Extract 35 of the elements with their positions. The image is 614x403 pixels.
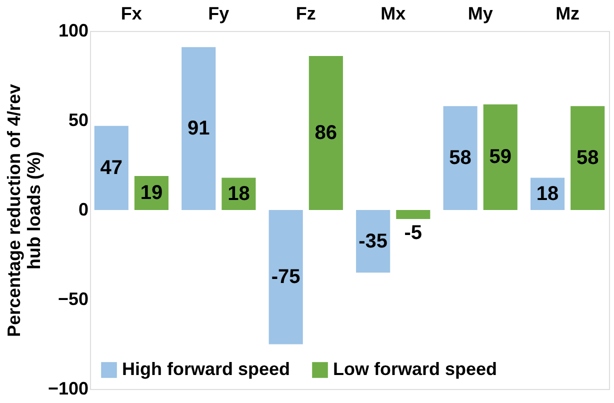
bar — [308, 56, 343, 210]
data-label: 58 — [576, 147, 599, 170]
bar — [268, 210, 303, 344]
legend-label: Low forward speed — [333, 359, 498, 379]
bar — [396, 210, 430, 219]
x-tick-label: My — [468, 4, 493, 24]
y-tick-label: 0 — [78, 200, 88, 220]
bar — [356, 210, 390, 273]
legend-label: High forward speed — [122, 359, 290, 379]
x-tick-label: Fz — [296, 4, 316, 24]
bar — [182, 47, 216, 210]
x-tick-label: Mx — [380, 4, 406, 24]
x-tick-label: Fx — [120, 4, 142, 24]
x-tick-label: Fy — [208, 4, 230, 24]
data-label: -75 — [271, 266, 300, 288]
data-label: 18 — [536, 182, 559, 205]
y-tick-label: −100 — [48, 378, 88, 398]
y-tick-label: 100 — [58, 20, 88, 40]
y-axis-title: Percentage reduction of 4/rev hub loads (%) — [4, 84, 44, 338]
y-tick-label: −50 — [58, 289, 88, 309]
bar — [94, 126, 128, 210]
data-label: 19 — [140, 182, 163, 204]
data-label: -5 — [404, 222, 422, 244]
x-tick-label: Mz — [556, 4, 580, 24]
bar — [443, 106, 478, 210]
y-tick-label: 50 — [68, 110, 88, 130]
data-label: -35 — [358, 230, 388, 252]
data-label: 91 — [187, 118, 210, 140]
data-label: 58 — [449, 147, 472, 170]
data-label: 47 — [100, 156, 123, 179]
data-label: 86 — [314, 122, 338, 144]
bar — [483, 104, 518, 210]
data-label: 59 — [489, 146, 512, 168]
bar — [570, 106, 605, 210]
data-label: 18 — [228, 182, 250, 205]
